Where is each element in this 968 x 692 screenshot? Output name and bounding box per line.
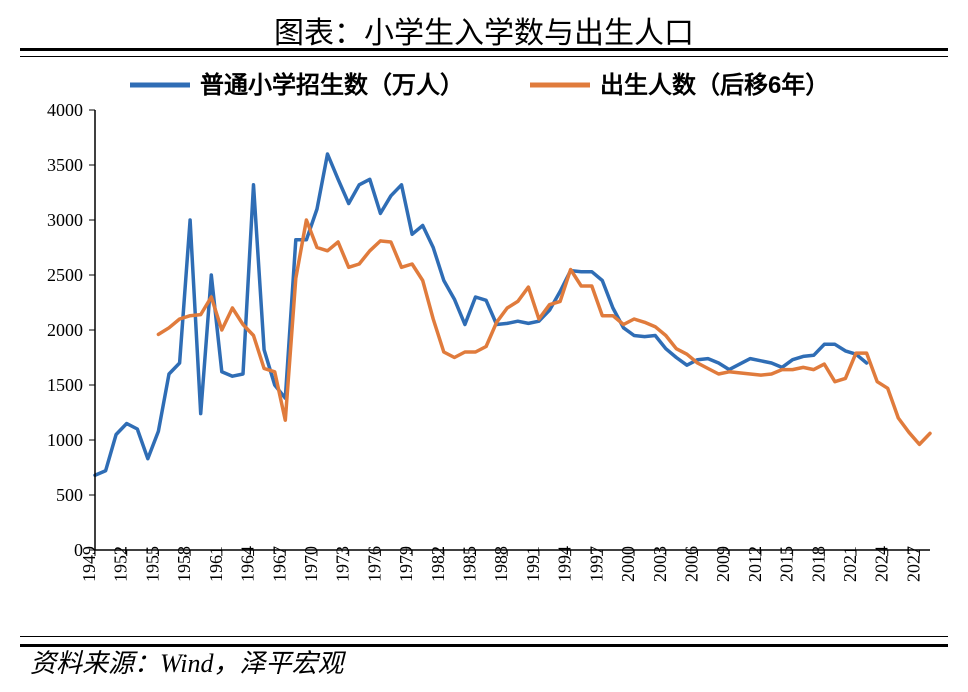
chart-container: 图表：小学生入学数与出生人口 普通小学招生数（万人）出生人数（后移6年） 050…	[0, 0, 968, 692]
x-tick-label: 1952	[111, 546, 131, 582]
x-tick-label: 1985	[460, 546, 480, 582]
x-tick-label: 1955	[142, 546, 162, 582]
source-text: 资料来源：Wind，泽平宏观	[30, 643, 343, 680]
legend-label-1: 出生人数（后移6年）	[600, 71, 829, 99]
x-tick-label: 1982	[428, 546, 448, 582]
chart-svg: 普通小学招生数（万人）出生人数（后移6年） 050010001500200025…	[0, 60, 968, 635]
y-tick-label: 3000	[47, 210, 83, 230]
x-tick-label: 2021	[840, 546, 860, 582]
divider-bottom-thin	[20, 636, 948, 637]
series-births_shift6	[158, 220, 930, 444]
y-tick-label: 500	[56, 485, 83, 505]
x-tick-label: 1976	[364, 546, 384, 582]
x-tick-label: 1994	[555, 546, 575, 582]
y-tick-label: 3500	[47, 155, 83, 175]
y-tick-label: 1500	[47, 375, 83, 395]
x-tick-label: 1979	[396, 546, 416, 582]
x-tick-label: 2018	[808, 546, 828, 582]
x-tick-label: 2024	[872, 546, 892, 582]
chart-title: 图表：小学生入学数与出生人口	[0, 8, 968, 52]
y-axis: 05001000150020002500300035004000	[47, 100, 95, 560]
legend-label-0: 普通小学招生数（万人）	[200, 71, 464, 99]
data-lines	[95, 154, 930, 475]
y-tick-label: 2000	[47, 320, 83, 340]
x-tick-label: 1988	[491, 546, 511, 582]
x-tick-label: 2015	[777, 546, 797, 582]
x-tick-label: 1958	[174, 546, 194, 582]
x-tick-label: 2027	[903, 546, 923, 582]
series-enrollment	[95, 154, 867, 475]
x-tick-label: 1991	[523, 546, 543, 582]
y-tick-label: 2500	[47, 265, 83, 285]
x-tick-label: 2000	[618, 546, 638, 582]
y-tick-label: 1000	[47, 430, 83, 450]
x-tick-label: 1967	[269, 546, 289, 582]
y-tick-label: 4000	[47, 100, 83, 120]
x-tick-label: 2003	[650, 546, 670, 582]
divider-top-thin	[20, 56, 948, 57]
x-tick-label: 2012	[745, 546, 765, 582]
x-tick-label: 1964	[238, 546, 258, 582]
x-axis: 1949 1952 1955 1958 1961 1964 1967 1970 1973 1976…	[79, 546, 923, 582]
legend: 普通小学招生数（万人） 出生人数（后移6年）	[130, 71, 829, 99]
x-tick-label: 1970	[301, 546, 321, 582]
divider-top-thick	[20, 48, 948, 51]
x-tick-label: 1961	[206, 546, 226, 582]
x-tick-label: 1949	[79, 546, 99, 582]
x-tick-label: 1973	[333, 546, 353, 582]
x-tick-label: 2006	[681, 546, 701, 582]
x-tick-label: 1997	[586, 546, 606, 582]
x-tick-label: 2009	[713, 546, 733, 582]
